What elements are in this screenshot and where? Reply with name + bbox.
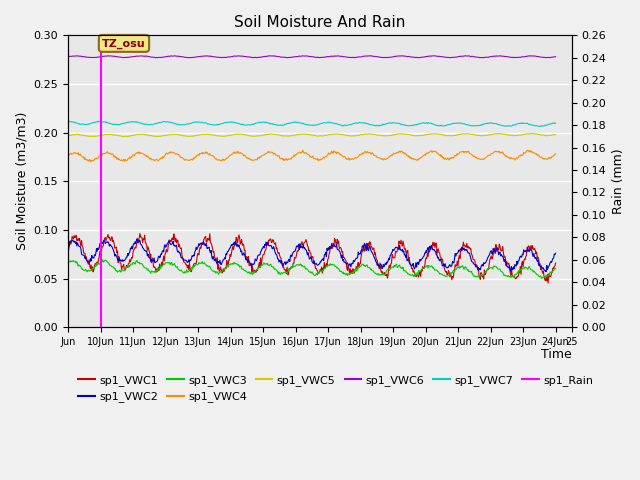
- sp1_VWC3: [371, 270, 379, 276]
- sp1_VWC2: [64, 241, 72, 247]
- Y-axis label: Rain (mm): Rain (mm): [612, 148, 625, 214]
- sp1_VWC1: [136, 230, 144, 236]
- sp1_VWC4: [386, 153, 394, 159]
- sp1_VWC1: [371, 250, 379, 255]
- sp1_VWC3: [199, 261, 207, 267]
- sp1_VWC4: [173, 151, 181, 157]
- sp1_VWC7: [95, 118, 102, 124]
- sp1_VWC2: [386, 257, 394, 263]
- sp1_VWC6: [123, 55, 131, 60]
- sp1_VWC1: [73, 238, 81, 243]
- sp1_VWC4: [73, 150, 81, 156]
- sp1_VWC2: [173, 248, 181, 253]
- sp1_VWC3: [73, 259, 81, 264]
- sp1_VWC7: [73, 120, 81, 126]
- sp1_Rain: [64, 324, 72, 330]
- sp1_VWC6: [199, 53, 207, 59]
- Y-axis label: Soil Moisture (m3/m3): Soil Moisture (m3/m3): [15, 112, 28, 251]
- sp1_VWC1: [64, 247, 72, 253]
- Text: TZ_osu: TZ_osu: [102, 38, 146, 48]
- sp1_Rain: [552, 324, 559, 330]
- sp1_VWC7: [371, 122, 379, 128]
- sp1_VWC6: [386, 54, 394, 60]
- sp1_VWC1: [123, 264, 131, 269]
- sp1_VWC3: [538, 276, 546, 281]
- sp1_VWC4: [124, 156, 132, 162]
- sp1_VWC5: [199, 132, 207, 137]
- Legend: sp1_VWC1, sp1_VWC2, sp1_VWC3, sp1_VWC4, sp1_VWC5, sp1_VWC6, sp1_VWC7, sp1_Rain: sp1_VWC1, sp1_VWC2, sp1_VWC3, sp1_VWC4, …: [74, 371, 598, 407]
- Line: sp1_VWC4: sp1_VWC4: [68, 150, 556, 161]
- Line: sp1_VWC6: sp1_VWC6: [68, 56, 556, 58]
- sp1_VWC7: [124, 120, 132, 125]
- sp1_Rain: [73, 324, 81, 330]
- sp1_VWC6: [173, 53, 181, 59]
- sp1_VWC5: [552, 132, 559, 137]
- sp1_VWC3: [386, 268, 394, 274]
- sp1_VWC1: [173, 237, 181, 243]
- sp1_VWC2: [133, 236, 141, 241]
- sp1_VWC5: [73, 132, 81, 137]
- sp1_VWC7: [173, 121, 181, 127]
- sp1_VWC5: [64, 133, 72, 139]
- sp1_VWC3: [99, 257, 106, 263]
- sp1_VWC5: [173, 132, 181, 137]
- sp1_VWC5: [386, 132, 394, 138]
- Line: sp1_VWC1: sp1_VWC1: [68, 233, 556, 283]
- Line: sp1_VWC2: sp1_VWC2: [68, 239, 556, 272]
- Line: sp1_VWC5: sp1_VWC5: [68, 133, 556, 136]
- sp1_VWC1: [544, 280, 552, 286]
- sp1_VWC2: [542, 269, 550, 275]
- sp1_VWC3: [124, 264, 132, 270]
- sp1_VWC2: [73, 243, 81, 249]
- sp1_VWC7: [536, 124, 544, 130]
- sp1_Rain: [173, 324, 180, 330]
- sp1_Rain: [198, 324, 206, 330]
- sp1_VWC4: [86, 158, 94, 164]
- sp1_VWC7: [386, 120, 394, 126]
- sp1_VWC3: [64, 259, 72, 264]
- sp1_VWC7: [64, 119, 72, 124]
- sp1_Rain: [371, 324, 378, 330]
- sp1_VWC5: [371, 132, 379, 137]
- sp1_VWC4: [371, 153, 379, 158]
- sp1_VWC5: [527, 131, 535, 136]
- Title: Soil Moisture And Rain: Soil Moisture And Rain: [234, 15, 406, 30]
- Text: Time: Time: [541, 348, 572, 360]
- sp1_Rain: [385, 324, 392, 330]
- sp1_VWC7: [552, 120, 559, 126]
- sp1_VWC3: [552, 265, 559, 271]
- sp1_VWC3: [173, 264, 181, 270]
- sp1_VWC6: [371, 54, 379, 60]
- Line: sp1_VWC3: sp1_VWC3: [68, 260, 556, 278]
- sp1_VWC4: [64, 154, 72, 159]
- sp1_VWC2: [123, 254, 131, 260]
- sp1_VWC1: [199, 241, 207, 247]
- sp1_VWC2: [552, 251, 559, 256]
- sp1_VWC1: [552, 260, 559, 266]
- sp1_VWC2: [199, 240, 207, 246]
- sp1_VWC6: [552, 54, 559, 60]
- sp1_VWC4: [524, 147, 532, 153]
- sp1_VWC4: [552, 151, 559, 157]
- sp1_VWC7: [199, 120, 207, 126]
- sp1_VWC6: [461, 53, 469, 59]
- sp1_Rain: [123, 324, 131, 330]
- sp1_VWC5: [124, 133, 132, 139]
- sp1_VWC6: [154, 55, 161, 60]
- sp1_VWC2: [371, 257, 379, 263]
- sp1_VWC1: [386, 262, 394, 268]
- sp1_VWC5: [120, 133, 128, 139]
- sp1_VWC6: [64, 54, 72, 60]
- sp1_VWC6: [73, 53, 81, 59]
- sp1_VWC4: [199, 150, 207, 156]
- Line: sp1_VWC7: sp1_VWC7: [68, 121, 556, 127]
